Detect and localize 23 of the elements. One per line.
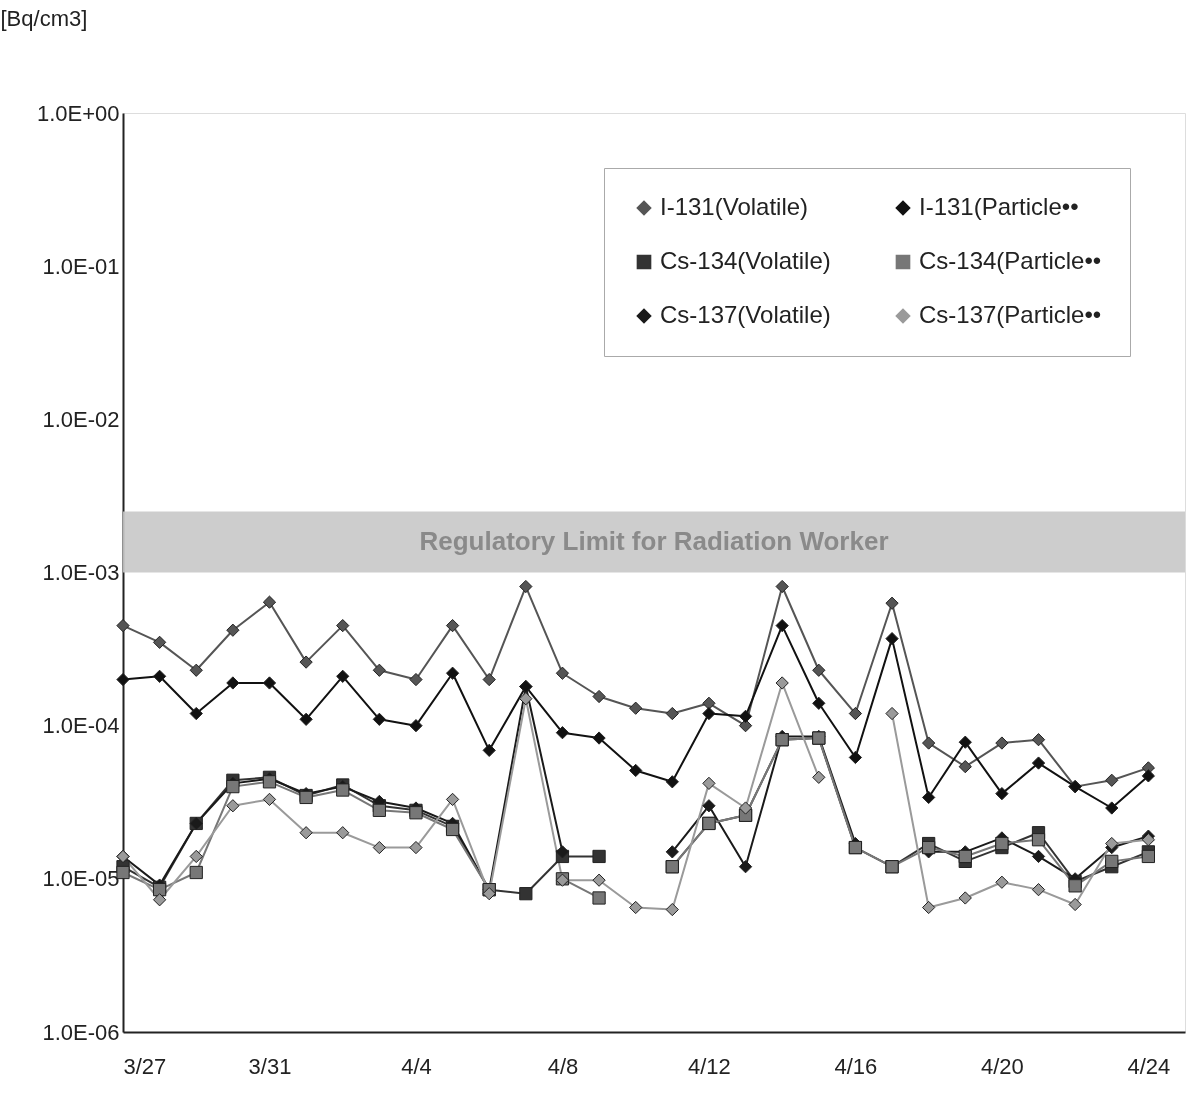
x-tick-label: 4/16 xyxy=(834,1053,878,1079)
x-tick-label: 4/8 xyxy=(547,1053,579,1079)
y-tick-label: 1.0E-06 xyxy=(42,1019,120,1045)
x-tick-label: 3/31 xyxy=(248,1053,292,1079)
y-tick-label: 1.0E-05 xyxy=(42,866,120,892)
y-tick-label: 1.0E-01 xyxy=(42,253,120,279)
y-axis-title: [Bq/cm3] xyxy=(0,5,88,31)
x-tick-label: 4/24 xyxy=(1127,1053,1171,1079)
y-tick-label: 1.0E-04 xyxy=(42,713,120,739)
y-tick-label: 1.0E-02 xyxy=(42,406,120,432)
band-label: Regulatory Limit for Radiation Worker xyxy=(419,526,889,557)
legend-label: Cs-134(Volatile) xyxy=(660,247,831,274)
legend-label: I-131(Volatile) xyxy=(660,193,809,220)
x-tick-label: 4/12 xyxy=(688,1053,731,1079)
x-tick-label: 4/20 xyxy=(980,1053,1024,1079)
legend-label: Cs-134(Particle•• xyxy=(919,247,1102,274)
y-tick-label: 1.0E+00 xyxy=(36,100,120,126)
x-tick-label: 3/27 xyxy=(123,1053,167,1079)
y-tick-label: 1.0E-03 xyxy=(42,560,120,585)
x-tick-label: 4/4 xyxy=(401,1053,432,1079)
legend-label: Cs-137(Particle•• xyxy=(919,301,1102,328)
legend-label: Cs-137(Volatile) xyxy=(660,301,831,328)
legend-label: I-131(Particle•• xyxy=(919,193,1079,220)
